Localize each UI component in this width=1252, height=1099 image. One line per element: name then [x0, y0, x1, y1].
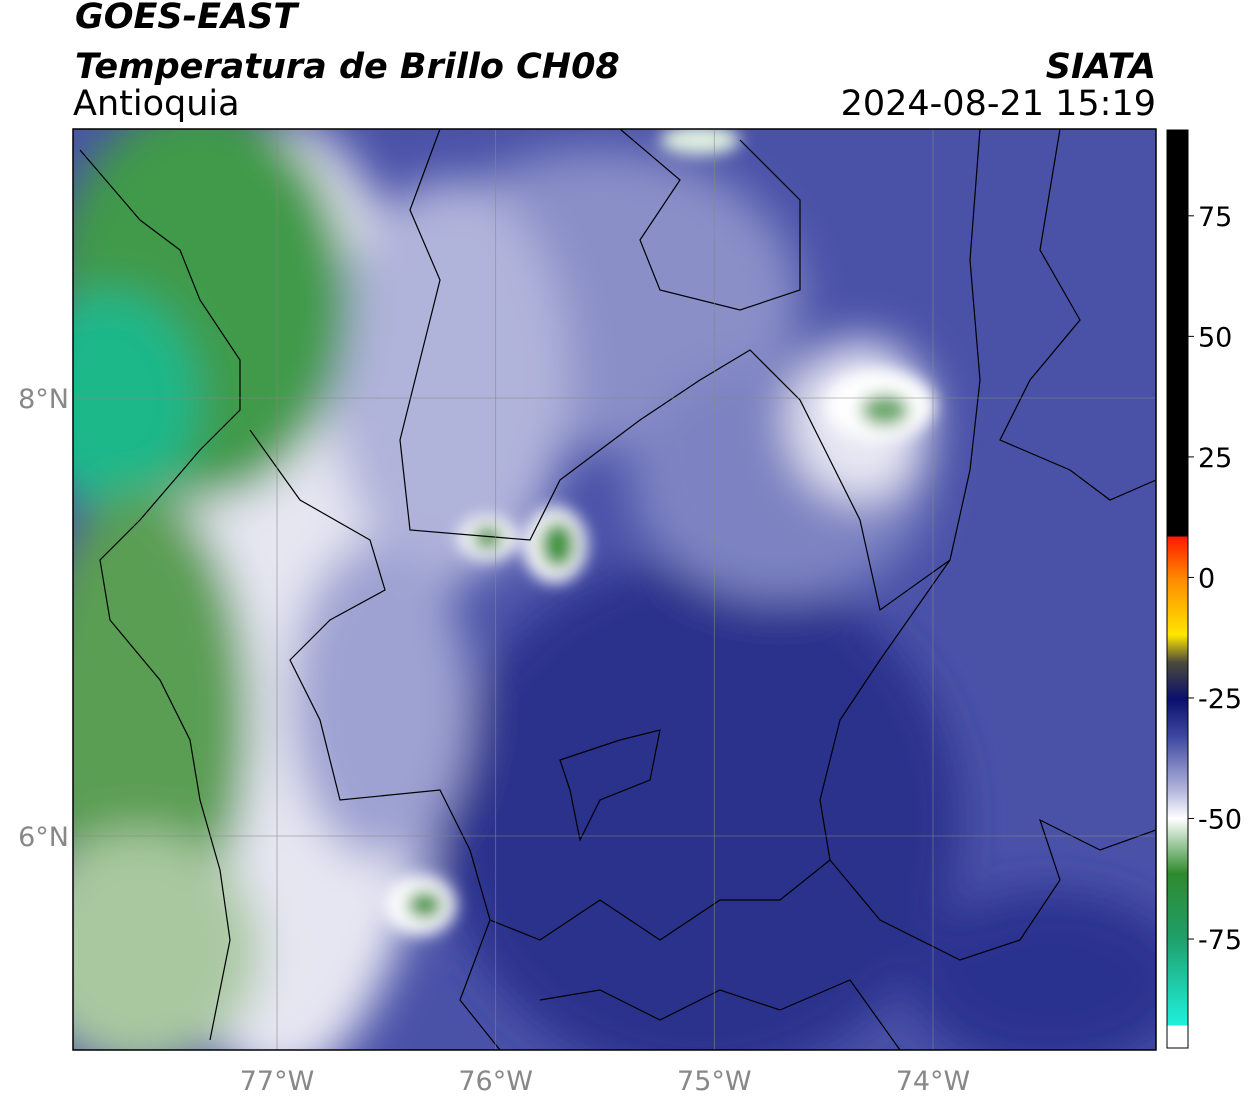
lat-tick-label: 8°N	[18, 384, 69, 415]
source: SIATA	[1046, 47, 1156, 87]
title: GOES-EAST	[75, 0, 300, 37]
colorbar	[1166, 129, 1189, 1049]
lon-tick-label: 74°W	[896, 1066, 971, 1097]
colorbar-tick-label: 25	[1198, 443, 1232, 474]
colorbar-tick-label: -25	[1198, 684, 1242, 715]
satellite-image	[73, 129, 1156, 1050]
lat-tick-label: 6°N	[18, 822, 69, 853]
colorbar-tick-label: -50	[1198, 805, 1242, 836]
lon-tick-label: 75°W	[677, 1066, 752, 1097]
colorbar-tick-label: 75	[1198, 202, 1232, 233]
graticule	[73, 129, 1156, 1050]
colorbar-tick-label: 50	[1198, 322, 1232, 353]
colorbar-tick-label: -75	[1198, 925, 1242, 956]
region: Antioquia	[73, 84, 240, 124]
subtitle: Temperatura de Brillo CH08	[75, 47, 620, 87]
timestamp: 2024-08-21 15:19	[841, 84, 1156, 124]
colorbar-tick-label: 0	[1198, 563, 1215, 594]
lon-tick-label: 77°W	[240, 1066, 315, 1097]
map-frame	[72, 128, 1157, 1051]
borders	[79, 129, 1156, 1050]
lon-tick-label: 76°W	[458, 1066, 533, 1097]
